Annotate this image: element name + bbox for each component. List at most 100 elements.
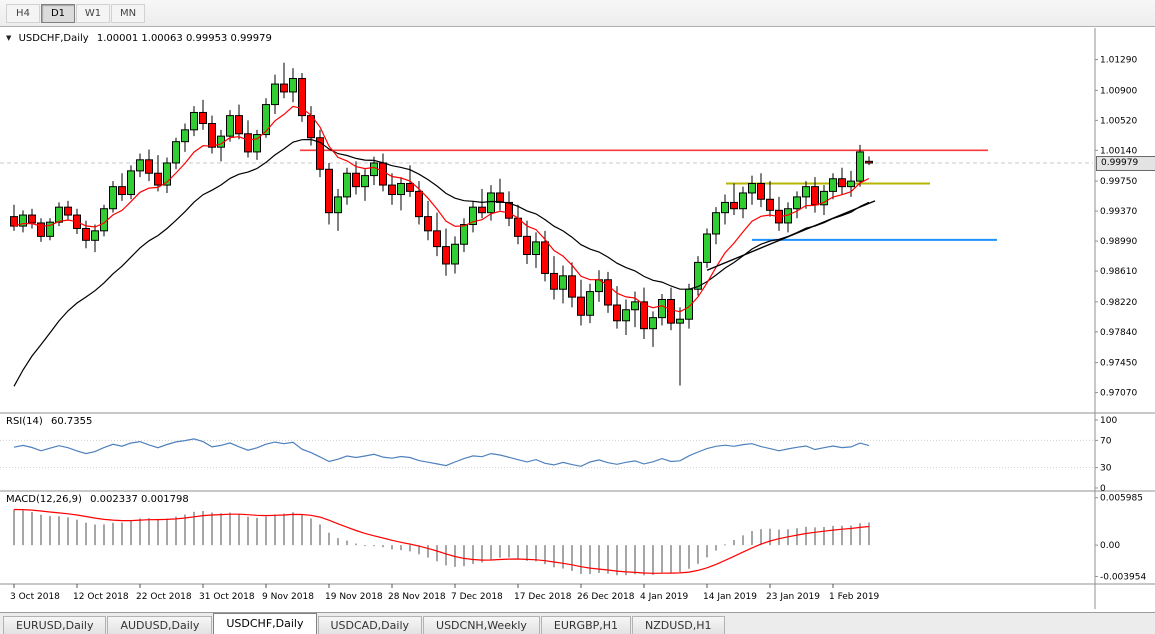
timeframe-button-mn[interactable]: MN (111, 3, 145, 23)
candle-body (280, 83, 288, 93)
macd-indicator-name: MACD(12,26,9) (6, 494, 82, 505)
macd-bar (319, 524, 321, 546)
date-axis-label: 1 Feb 2019 (829, 592, 880, 602)
chart-tab-eurgbp-h1[interactable]: EURGBP,H1 (540, 616, 632, 634)
macd-bar (859, 523, 861, 546)
macd-bar (211, 512, 213, 546)
macd-bar (130, 520, 132, 546)
candle-body (802, 186, 810, 198)
candle-body (811, 186, 819, 206)
candle-body (424, 216, 432, 232)
macd-bar (616, 545, 618, 576)
timeframe-button-h4[interactable]: H4 (6, 3, 40, 23)
chart-tab-audusd-daily[interactable]: AUDUSD,Daily (107, 616, 213, 634)
macd-bar (652, 545, 654, 575)
macd-bar (868, 522, 870, 546)
macd-bar (445, 545, 447, 566)
chart-tab-nzdusd-h1[interactable]: NZDUSD,H1 (632, 616, 725, 634)
candle-body (622, 309, 630, 322)
price-axis-label: 1.00900 (1100, 86, 1137, 96)
macd-bar (355, 543, 357, 546)
candle-body (460, 224, 468, 245)
chart-symbol-label: USDCHF,Daily (18, 33, 89, 44)
chart-tab-usdcnh-weekly[interactable]: USDCNH,Weekly (423, 616, 540, 634)
macd-bar (310, 518, 312, 546)
price-axis-label: 0.98220 (1100, 298, 1137, 308)
candle-body (658, 298, 666, 319)
candle-body (172, 141, 180, 164)
candle-body (829, 178, 837, 192)
chart-tab-eurusd-daily[interactable]: EURUSD,Daily (3, 616, 107, 634)
macd-bar (373, 545, 375, 547)
macd-bar (418, 545, 420, 555)
macd-bar (562, 545, 564, 569)
macd-bar (481, 545, 483, 563)
price-axis-label: 1.01290 (1100, 56, 1137, 66)
macd-bar (94, 524, 96, 546)
macd-bar (382, 545, 384, 548)
rsi-axis-label: 30 (1100, 464, 1112, 474)
macd-bar (175, 516, 177, 546)
date-axis-label: 7 Dec 2018 (451, 592, 503, 602)
candle-body (559, 275, 567, 290)
candle-body (379, 162, 387, 186)
candle-body (244, 133, 252, 153)
candle-body (352, 172, 360, 188)
candle-body (667, 298, 675, 324)
candle-body (145, 159, 153, 174)
macd-bar (724, 544, 726, 546)
timeframe-button-w1[interactable]: W1 (76, 3, 110, 23)
candle-body (487, 192, 495, 214)
macd-bar (238, 513, 240, 546)
candle-body (388, 184, 396, 196)
macd-bar (364, 545, 366, 547)
date-axis-label: 4 Jan 2019 (640, 592, 688, 602)
macd-bar (814, 527, 816, 546)
collapse-arrow-icon[interactable]: ▼ (6, 34, 12, 42)
candles-layer (10, 62, 873, 386)
candle-body (253, 134, 261, 153)
macd-bar (22, 510, 24, 546)
rsi-axis-labels: 100 70 30 0 (1095, 416, 1117, 494)
rsi-indicator-name: RSI(14) (6, 416, 43, 427)
macd-bar (499, 545, 501, 558)
macd-bar (805, 526, 807, 546)
candle-body (163, 162, 171, 186)
macd-bar (148, 518, 150, 546)
candle-body (181, 129, 189, 143)
macd-bar (760, 529, 762, 546)
macd-bar (409, 545, 411, 552)
macd-bar (769, 528, 771, 546)
macd-axis-labels: 0.005985 0.00 -0.003954 (1095, 494, 1146, 582)
macd-bar (751, 531, 753, 546)
candle-body (505, 201, 513, 219)
candle-body (361, 175, 369, 188)
candle-body (406, 182, 414, 192)
candle-body (748, 182, 756, 194)
date-axis-label: 9 Nov 2018 (262, 592, 314, 602)
rsi-axis-label: 100 (1100, 416, 1117, 426)
candle-body (712, 212, 720, 235)
candle-body (766, 198, 774, 211)
chart-tab-usdcad-daily[interactable]: USDCAD,Daily (317, 616, 423, 634)
candle-body (793, 196, 801, 210)
macd-bar (337, 538, 339, 546)
candle-body (226, 115, 234, 137)
current-price-tag: 0.99979 (1096, 156, 1155, 171)
chart-tab-usdchf-daily[interactable]: USDCHF,Daily (213, 613, 317, 634)
macd-axis-label: 0.005985 (1100, 494, 1143, 504)
candle-body (235, 115, 243, 135)
macd-indicator-values: 0.002337 0.001798 (90, 494, 189, 505)
date-axis-label: 31 Oct 2018 (199, 592, 255, 602)
candle-body (100, 208, 108, 232)
macd-bar (202, 510, 204, 546)
macd-axis-label: -0.003954 (1100, 572, 1146, 582)
macd-bar (841, 525, 843, 546)
macd-bar (184, 514, 186, 546)
price-axis-label: 0.99370 (1100, 207, 1137, 217)
macd-bar (670, 545, 672, 573)
candle-body (676, 318, 684, 324)
timeframe-button-d1[interactable]: D1 (41, 3, 75, 23)
